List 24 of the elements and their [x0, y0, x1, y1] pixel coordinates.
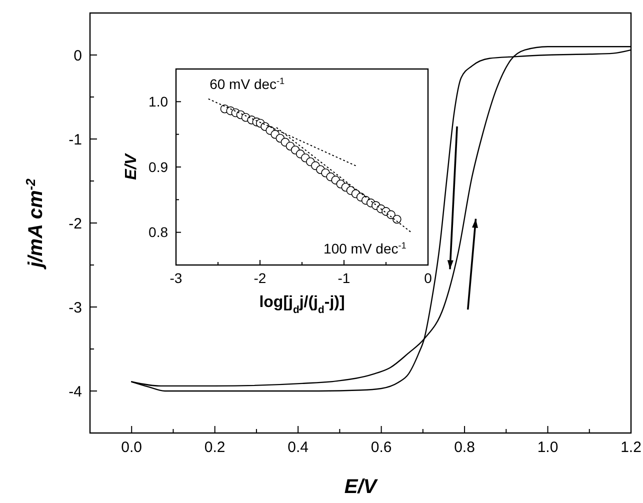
y-tick-label: 0.9 — [148, 158, 168, 175]
x-tick-label: -3 — [170, 270, 182, 286]
x-axis-title: log[j$_{d}$j/(j$_{d}$-j)] — [259, 294, 345, 316]
x-tick-label: 0.2 — [204, 439, 226, 456]
y-tick-label: 0 — [74, 47, 82, 64]
y-tick-label: 0.8 — [148, 224, 168, 240]
x-axis-title: E/V — [344, 476, 378, 498]
x-tick-label: 0.0 — [121, 439, 142, 456]
y-tick-label: -4 — [68, 383, 82, 400]
y-tick-label: 1.0 — [148, 94, 168, 110]
x-tick-label: 0.6 — [370, 439, 392, 456]
y-tick-label: -3 — [68, 299, 82, 316]
y-axis-title: E/V — [123, 152, 140, 180]
annotation: 100 mV dec$^{-1}$ — [324, 240, 406, 257]
x-tick-label: 1.2 — [620, 439, 642, 456]
y-tick-label: -1 — [68, 131, 82, 148]
x-tick-label: 1.0 — [537, 439, 558, 456]
x-tick-label: -1 — [338, 270, 350, 286]
annotation: 60 mV dec$^{-1}$ — [210, 76, 285, 92]
x-tick-label: 0.4 — [288, 439, 309, 456]
x-tick-label: -2 — [254, 270, 266, 286]
x-tick-label: 0.8 — [454, 439, 475, 456]
x-tick-label: 0 — [424, 270, 432, 286]
y-tick-label: -2 — [68, 215, 82, 232]
